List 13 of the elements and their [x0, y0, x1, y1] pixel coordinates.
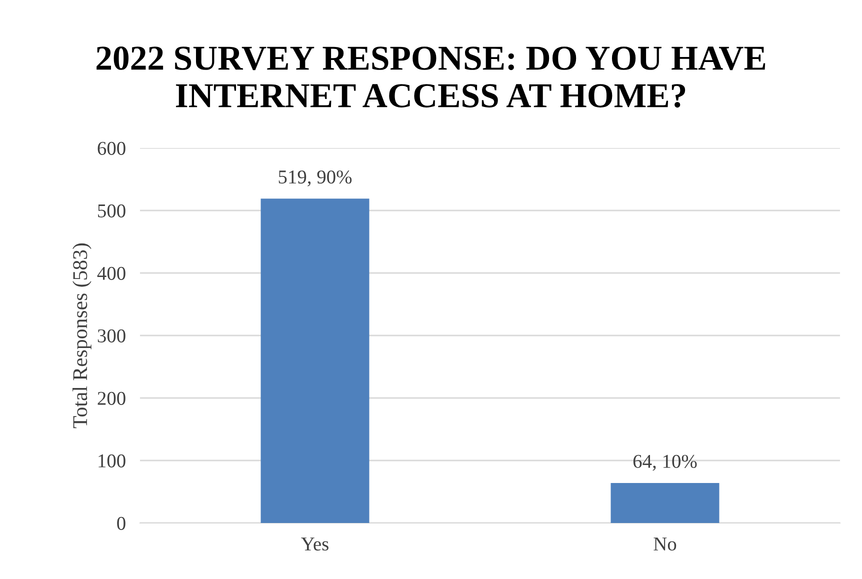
y-axis-title: Total Responses (583): [72, 243, 92, 428]
y-tick-label: 0: [117, 516, 126, 530]
y-tick-label: 300: [98, 329, 126, 342]
chart-title: 2022 SURVEY RESPONSE: DO YOU HAVE INTERNET ACCESS AT HOME?: [96, 46, 766, 108]
y-tick-label: 400: [97, 266, 126, 280]
x-tick-label: No: [654, 538, 676, 551]
y-tick-label: 600: [98, 142, 126, 155]
data-label: 64, 10%: [633, 454, 697, 471]
x-tick-label: Yes: [301, 538, 328, 551]
data-label: 519, 90%: [278, 170, 352, 186]
y-tick-label: 100: [98, 454, 126, 468]
y-tick-label: 500: [98, 204, 126, 218]
y-tick-label: 200: [98, 392, 126, 405]
